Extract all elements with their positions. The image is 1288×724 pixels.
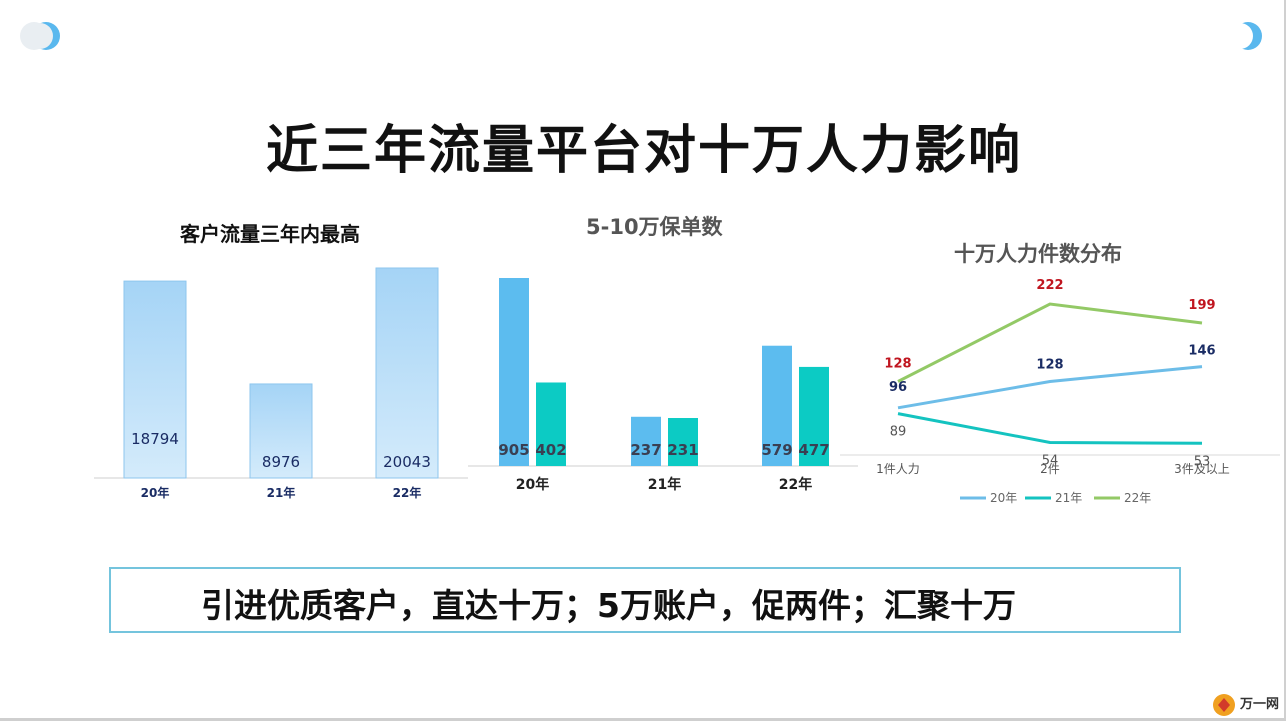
chart3-series-line (897, 302, 1203, 383)
chart2-title: 5-10万保单数 (586, 215, 723, 239)
slide-title: 近三年流量平台对十万人力影响 (265, 121, 1022, 181)
summary-banner-text: 引进优质客户，直达十万；5万账户，促两件；汇聚十万 (201, 586, 1016, 625)
chart3-value-label: 199 (1188, 298, 1215, 313)
chart3-title: 十万人力件数分布 (954, 242, 1122, 266)
chart2-value-label: 237 (630, 441, 661, 459)
moon-decoration-right-icon (1236, 22, 1262, 50)
chart2-value-label: 579 (761, 441, 792, 459)
chart2-value-label: 905 (498, 441, 529, 459)
chart1-bar (375, 267, 439, 479)
chart2-value-label: 231 (667, 441, 698, 459)
chart1-category-label: 21年 (267, 485, 296, 500)
chart2-category-label: 20年 (516, 476, 549, 493)
chart2-bar (536, 382, 566, 466)
chart3-series-line (897, 365, 1203, 410)
chart2-category-label: 22年 (779, 476, 812, 493)
site-logo-text: 万一网 (1240, 697, 1280, 712)
chart1-value-label: 20043 (383, 453, 431, 471)
chart3-category-label: 2件 (1040, 462, 1060, 476)
chart3-value-label: 222 (1036, 278, 1063, 293)
chart3-category-label: 1件人力 (876, 462, 920, 476)
chart3-value-label: 128 (884, 356, 911, 371)
chart1-title: 客户流量三年内最高 (180, 222, 360, 246)
chart1-value-label: 18794 (131, 430, 179, 448)
summary-banner: 引进优质客户，直达十万；5万账户，促两件；汇聚十万 (109, 567, 1181, 633)
chart3-legend-label: 20年 (990, 491, 1017, 505)
chart3-category-label: 3件及以上 (1174, 462, 1230, 476)
site-logo-icon (1213, 694, 1235, 716)
chart3-value-label: 53 (1194, 454, 1211, 469)
moon-decoration-left-icon (20, 22, 60, 50)
chart2-category-label: 21年 (648, 476, 681, 493)
chart3-value-label: 146 (1188, 344, 1215, 359)
chart2-bar (668, 418, 698, 466)
chart3-value-label: 54 (1042, 453, 1059, 468)
chart1-category-label: 22年 (393, 485, 422, 500)
chart2-bar (762, 345, 792, 466)
chart2-bar (631, 416, 661, 466)
chart1-category-label: 20年 (141, 485, 170, 500)
chart1-value-label: 8976 (262, 453, 300, 471)
chart3-legend-label: 22年 (1124, 491, 1151, 505)
chart1-bar (123, 280, 187, 479)
chart2-value-label: 402 (535, 441, 566, 459)
chart2-bar (799, 366, 829, 466)
chart3-value-label: 96 (889, 380, 907, 395)
chart2-value-label: 477 (798, 441, 829, 459)
chart3-series-line (897, 412, 1203, 445)
chart3-value-label: 128 (1036, 357, 1063, 372)
chart3-legend-label: 21年 (1055, 491, 1082, 505)
chart1-bar (249, 383, 313, 479)
chart3-value-label: 89 (890, 425, 907, 440)
chart2-bar (499, 278, 529, 466)
